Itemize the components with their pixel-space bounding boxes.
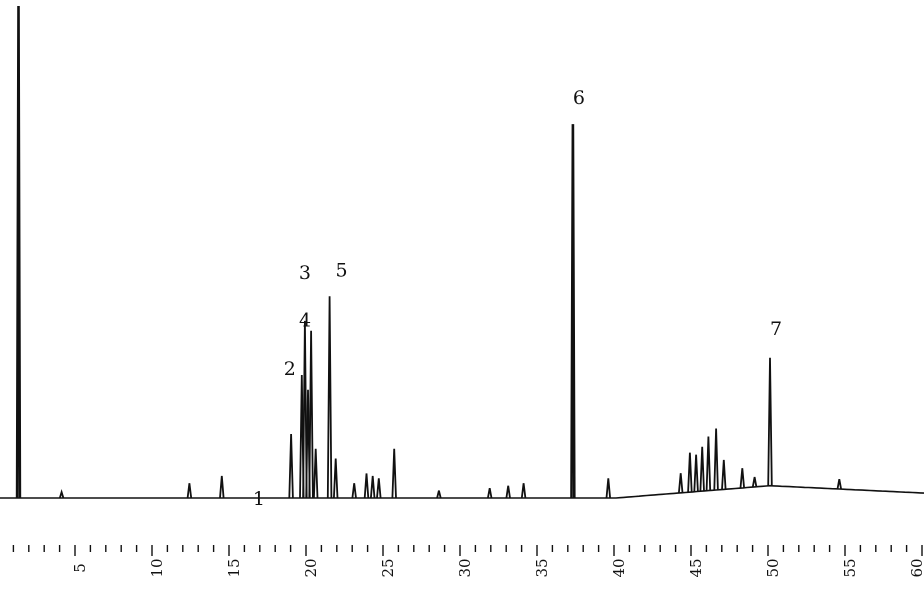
peak-17 [436,490,442,499]
peak-label-1: 1 [253,488,265,510]
peak-14 [370,475,376,499]
peak-20 [520,483,527,499]
peak-6 [302,320,308,499]
peak-33 [836,479,842,490]
peak-25 [693,454,699,492]
peak-9 [313,448,319,499]
baseline [0,484,924,499]
tick-label-40: 40 [610,558,628,577]
peak-label-7: 7 [770,318,782,340]
peak-2 [186,483,193,499]
peak-label-group: 1 2 3 4 5 6 7 [253,87,782,510]
trace-group [0,5,924,499]
tick-label-60: 60 [908,558,924,577]
tick-label-50: 50 [764,558,782,577]
peak-12 [351,483,357,499]
peak-28 [713,428,719,491]
peak-8 [308,330,314,499]
tick-label-55: 55 [841,558,859,577]
peak-11 [333,458,339,499]
peak-22 [605,478,611,499]
peak-26 [699,446,705,492]
peak-label-5: 5 [336,259,348,281]
tick-label-10: 10 [148,558,166,577]
peak-label-3: 3 [299,262,311,284]
peak-18 [487,488,493,499]
peak-21 [570,124,576,499]
peak-15 [376,478,382,499]
peak-label-6: 6 [573,87,585,109]
peak-23 [678,473,684,493]
tick-label-25: 25 [379,558,397,577]
peak-24 [687,452,693,493]
tick-label-45: 45 [687,558,705,577]
peak-27 [705,436,712,491]
tick-label-30: 30 [456,558,474,577]
tick-label-20: 20 [302,558,320,577]
peak-10 [326,296,333,499]
peak-16 [391,448,397,499]
tick-label-35: 35 [533,558,551,577]
peak-4 [288,433,294,499]
peak-1 [58,489,65,499]
peak-label-2: 2 [284,358,296,380]
peak-13 [363,473,370,499]
peak-31 [751,476,758,488]
peak-label-4: 4 [299,310,311,332]
peak-30 [739,468,745,488]
peak-0 [15,5,22,499]
peak-32 [767,357,773,486]
peak-29 [721,459,727,490]
peak-19 [505,485,511,499]
tick-label-5: 5 [71,563,89,573]
tick-label-15: 15 [225,558,243,577]
time-axis: 5 10 15 20 25 30 35 40 45 50 55 60 [12,545,924,578]
peak-3 [219,475,225,499]
